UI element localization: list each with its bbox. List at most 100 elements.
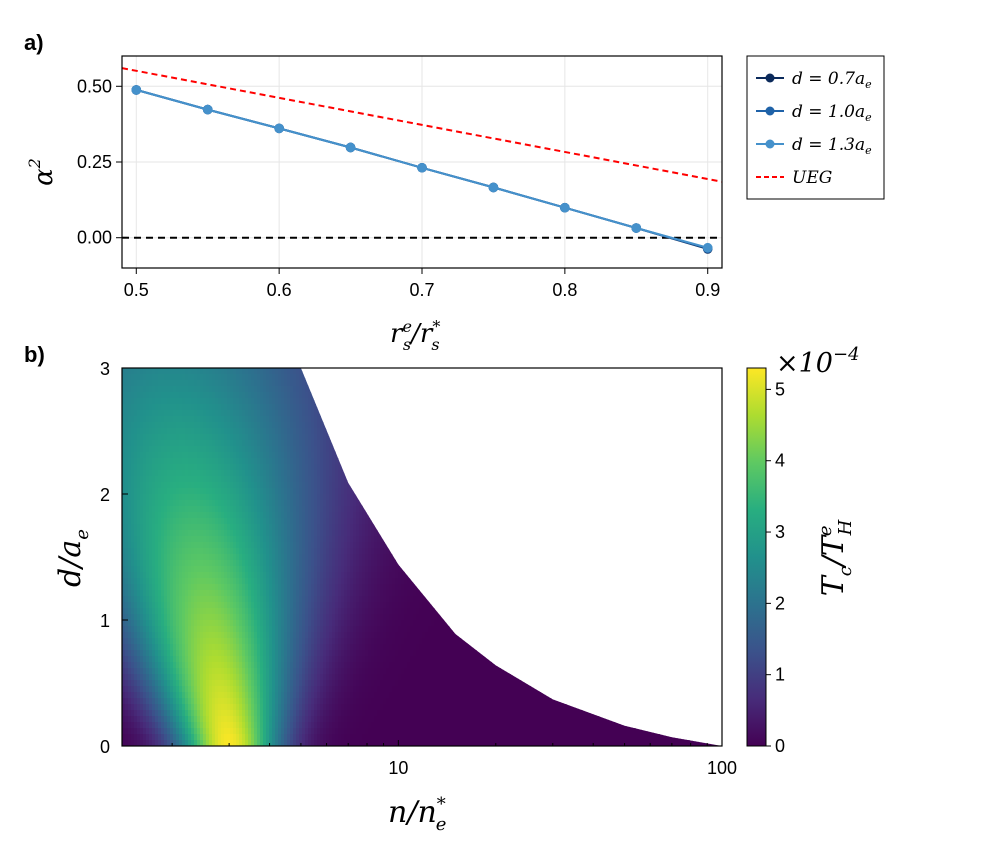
heatmap-cell bbox=[215, 602, 219, 609]
heatmap-cell bbox=[275, 710, 279, 717]
heatmap-cell bbox=[161, 680, 165, 687]
heatmap-cell bbox=[281, 494, 285, 501]
heatmap-cell bbox=[341, 404, 345, 411]
heatmap-cell bbox=[161, 614, 165, 621]
heatmap-cell bbox=[161, 566, 165, 573]
heatmap-cell bbox=[245, 740, 249, 746]
heatmap-cell bbox=[158, 428, 162, 435]
heatmap-cell bbox=[281, 404, 285, 411]
heatmap-cell bbox=[314, 734, 318, 741]
heatmap-cell bbox=[170, 728, 174, 735]
heatmap-cell bbox=[347, 578, 351, 585]
heatmap-cell bbox=[188, 608, 192, 615]
heatmap-cell bbox=[218, 452, 222, 459]
heatmap-cell bbox=[173, 554, 177, 561]
heatmap-cell bbox=[338, 416, 342, 423]
heatmap-cell bbox=[233, 590, 237, 597]
heatmap-cell bbox=[188, 740, 192, 746]
heatmap-cell bbox=[131, 530, 135, 537]
heatmap-cell bbox=[179, 590, 183, 597]
heatmap-cell bbox=[131, 692, 135, 699]
heatmap-cell bbox=[200, 422, 204, 429]
heatmap-cell bbox=[131, 572, 135, 579]
heatmap-cell bbox=[176, 608, 180, 615]
heatmap-cell bbox=[338, 590, 342, 597]
heatmap-cell bbox=[311, 500, 315, 507]
heatmap-cell bbox=[236, 398, 240, 405]
heatmap-cell bbox=[290, 380, 294, 387]
heatmap-cell bbox=[260, 650, 264, 657]
heatmap-cell bbox=[275, 440, 279, 447]
heatmap-cell bbox=[191, 722, 195, 729]
heatmap-cell bbox=[242, 620, 246, 627]
heatmap-cell bbox=[278, 410, 282, 417]
heatmap-cell bbox=[170, 734, 174, 741]
heatmap-cell bbox=[317, 548, 321, 555]
heatmap-cell bbox=[239, 434, 243, 441]
heatmap-cell bbox=[257, 488, 261, 495]
heatmap-cell bbox=[305, 476, 309, 483]
heatmap-cell bbox=[290, 500, 294, 507]
heatmap-cell bbox=[227, 374, 231, 381]
heatmap-cell bbox=[314, 386, 318, 393]
heatmap-cell bbox=[170, 494, 174, 501]
heatmap-cell bbox=[335, 380, 339, 387]
heatmap-cell bbox=[212, 722, 216, 729]
heatmap-cell bbox=[200, 584, 204, 591]
heatmap-cell bbox=[248, 494, 252, 501]
heatmap-cell bbox=[191, 590, 195, 597]
heatmap-cell bbox=[125, 698, 129, 705]
heatmap-cell bbox=[212, 386, 216, 393]
heatmap-cell bbox=[344, 578, 348, 585]
heatmap-cell bbox=[158, 512, 162, 519]
heatmap-cell bbox=[248, 674, 252, 681]
heatmap-cell bbox=[281, 488, 285, 495]
heatmap-cell bbox=[140, 440, 144, 447]
heatmap-cell bbox=[254, 608, 258, 615]
heatmap-cell bbox=[170, 560, 174, 567]
heatmap-cell bbox=[212, 644, 216, 651]
heatmap-cell bbox=[293, 530, 297, 537]
heatmap-cell bbox=[302, 704, 306, 711]
heatmap-cell bbox=[338, 476, 342, 483]
heatmap-cell bbox=[257, 374, 261, 381]
heatmap-cell bbox=[248, 476, 252, 483]
heatmap-cell bbox=[194, 716, 198, 723]
heatmap-cell bbox=[278, 692, 282, 699]
heatmap-cell bbox=[167, 536, 171, 543]
heatmap-cell bbox=[254, 662, 258, 669]
heatmap-cell bbox=[218, 614, 222, 621]
heatmap-cell bbox=[341, 734, 345, 741]
heatmap-cell bbox=[308, 668, 312, 675]
heatmap-cell bbox=[269, 506, 273, 513]
heatmap-cell bbox=[167, 524, 171, 531]
heatmap-cell bbox=[341, 458, 345, 465]
heatmap-cell bbox=[245, 590, 249, 597]
heatmap-cell bbox=[200, 530, 204, 537]
heatmap-cell bbox=[275, 422, 279, 429]
heatmap-cell bbox=[281, 572, 285, 579]
heatmap-cell bbox=[149, 440, 153, 447]
heatmap-cell bbox=[308, 452, 312, 459]
heatmap-cell bbox=[293, 608, 297, 615]
heatmap-cell bbox=[128, 422, 132, 429]
heatmap-cell bbox=[203, 530, 207, 537]
heatmap-cell bbox=[335, 698, 339, 705]
heatmap-cell bbox=[137, 722, 141, 729]
heatmap-cell bbox=[278, 668, 282, 675]
heatmap-cell bbox=[251, 530, 255, 537]
heatmap-cell bbox=[257, 734, 261, 741]
heatmap-cell bbox=[131, 662, 135, 669]
heatmap-cell bbox=[185, 608, 189, 615]
heatmap-cell bbox=[284, 416, 288, 423]
heatmap-cell bbox=[326, 608, 330, 615]
heatmap-cell bbox=[131, 524, 135, 531]
heatmap-cell bbox=[245, 620, 249, 627]
heatmap-cell bbox=[296, 644, 300, 651]
heatmap-cell bbox=[182, 518, 186, 525]
heatmap-cell bbox=[332, 692, 336, 699]
heatmap-cell bbox=[122, 476, 126, 483]
heatmap-cell bbox=[314, 740, 318, 746]
heatmap-cell bbox=[317, 602, 321, 609]
heatmap-cell bbox=[155, 614, 159, 621]
